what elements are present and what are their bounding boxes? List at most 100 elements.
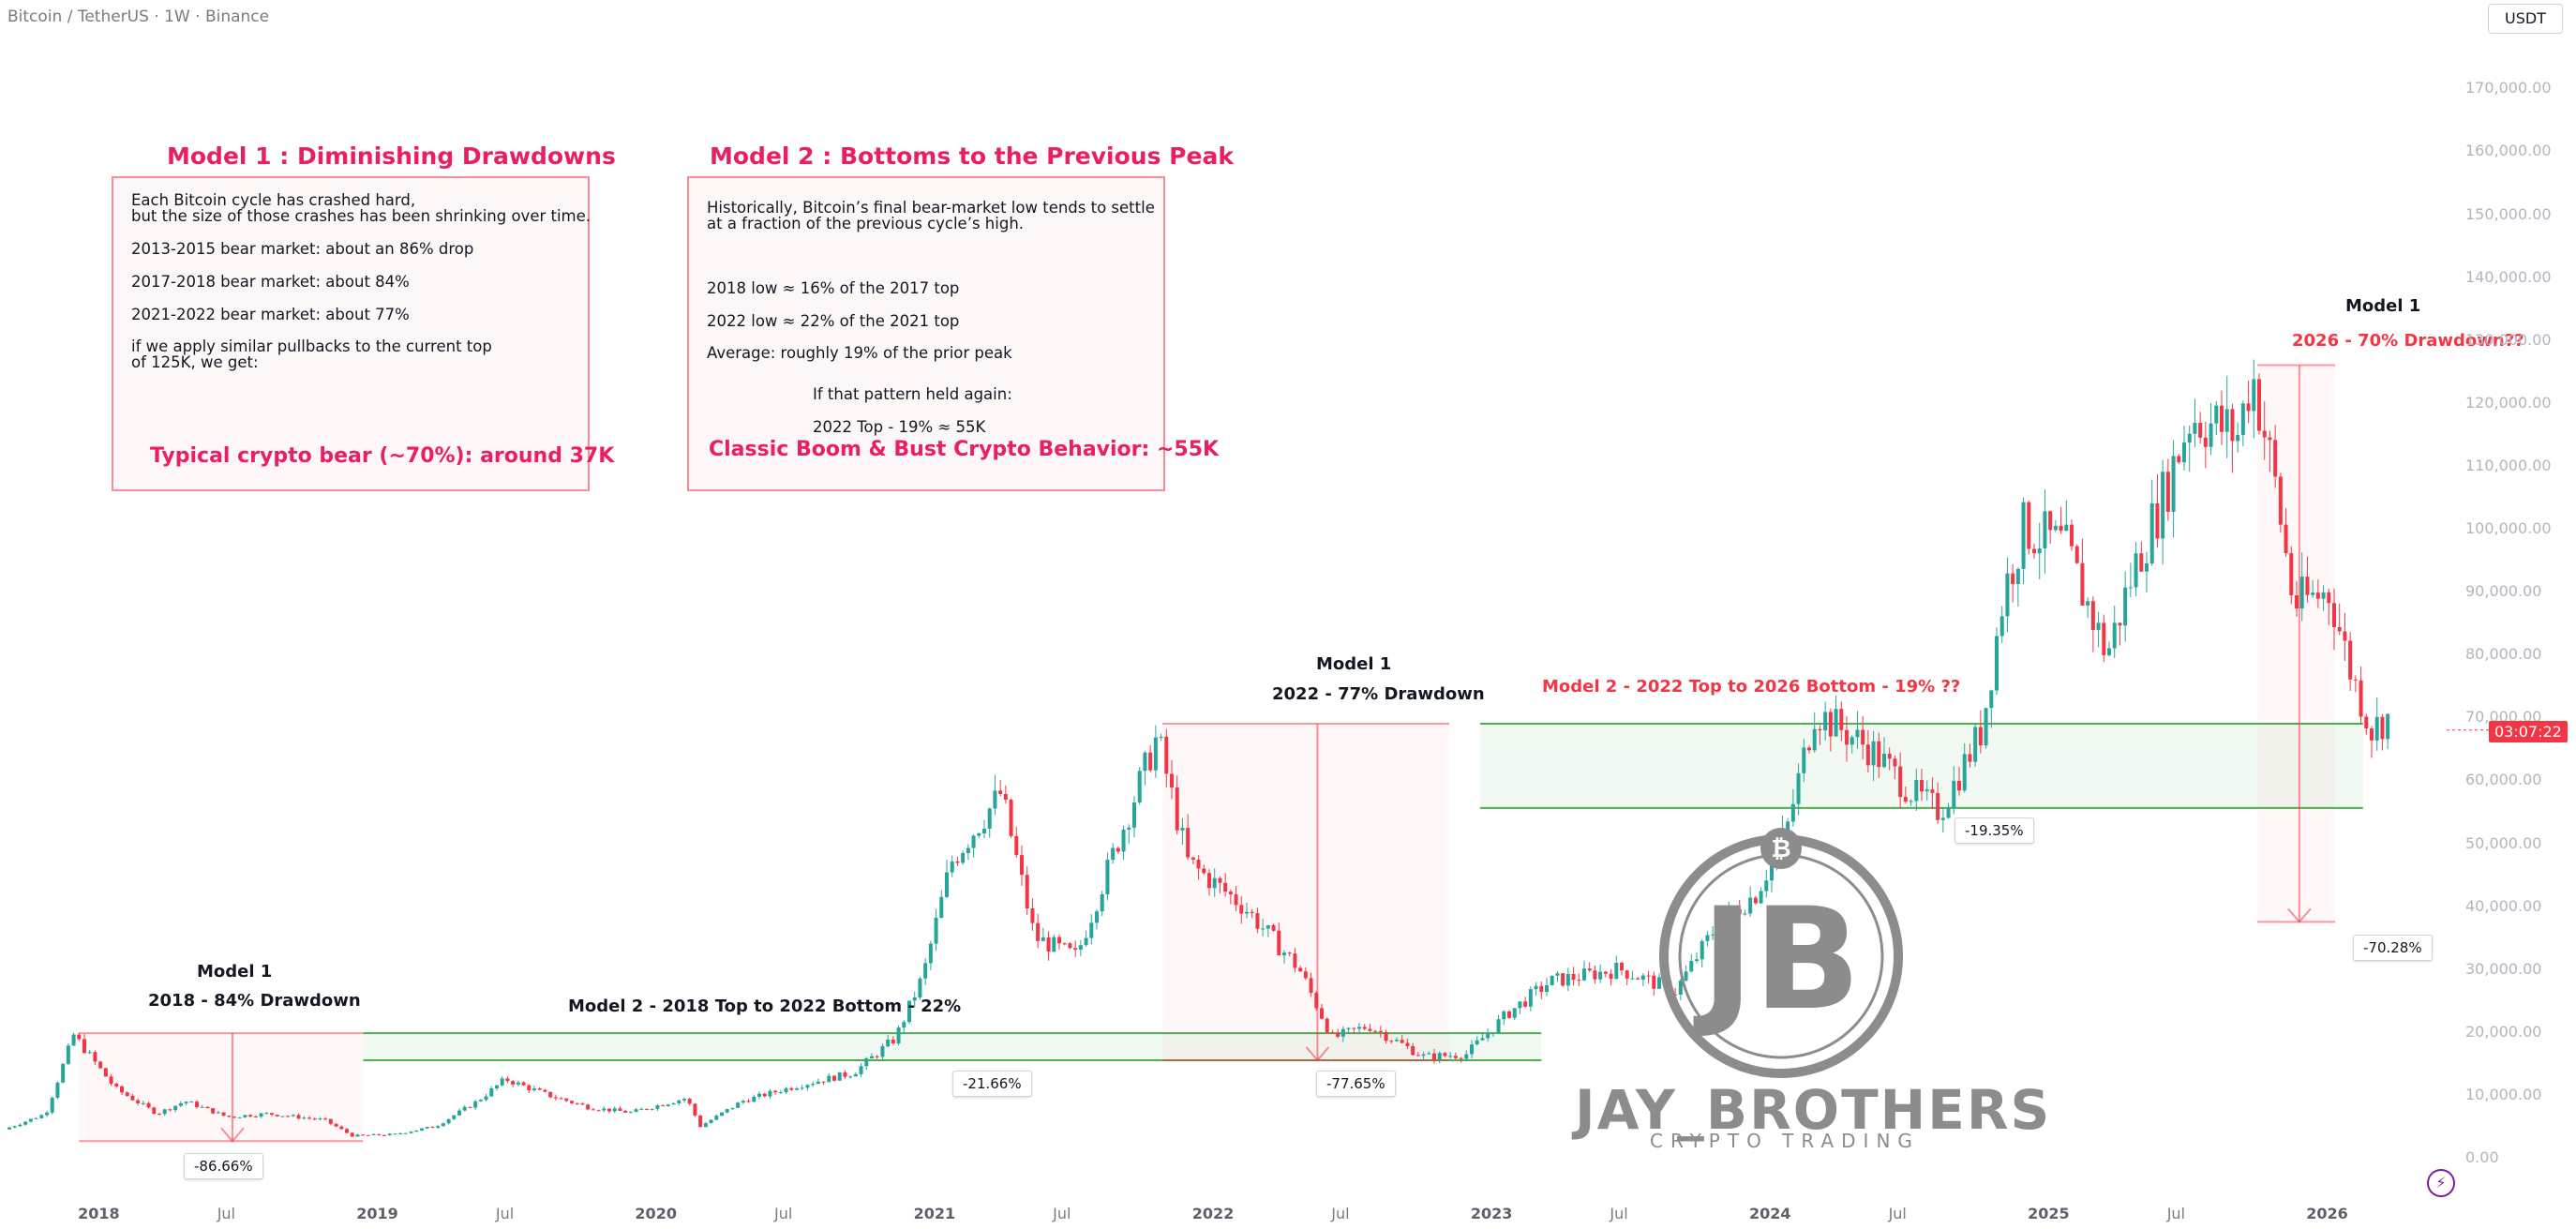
candle [291,1114,295,1117]
candle-body [2230,409,2235,442]
candle [1116,846,1120,855]
candle-body [2198,423,2203,438]
candle [661,1104,666,1107]
candle [795,1087,799,1091]
candle-body [1978,727,1983,746]
x-tick-label: Jul [2166,1205,2186,1222]
candle [1459,1057,1463,1063]
candle [1490,1032,1495,1037]
candle-body [1539,985,1544,993]
candle-body [296,1115,301,1119]
candle-body [880,1046,885,1057]
candle [645,1108,649,1111]
candle-body [1121,829,1126,852]
candle [1946,802,1951,819]
candle [1266,924,1270,937]
candle [361,1134,366,1136]
candle-body [837,1072,842,1081]
candle [1089,914,1094,945]
candle [1828,708,1833,752]
candle-body [71,1034,76,1046]
candle [714,1114,719,1120]
candle-body [1234,894,1238,906]
candle-body [1812,728,1817,751]
candle [1400,1034,1404,1044]
candle [1025,866,1029,915]
candle-body [1828,712,1833,737]
candle-body [2343,631,2347,641]
candle [596,1109,601,1112]
candle-body [2240,403,2245,435]
candle-body [2214,405,2219,424]
candle [1443,1052,1447,1057]
candle-body [1593,970,1597,980]
svg-text:₿: ₿ [1771,835,1790,863]
model1-line: 2021-2022 bear market: about 77% [131,306,410,323]
candle-body [1309,978,1313,994]
candle [1903,787,1908,804]
candle [1502,1010,1506,1026]
candle [837,1072,842,1081]
candle-body [2268,437,2272,441]
candle [1930,777,1935,810]
candle [870,1053,874,1059]
x-tick-label: 2026 [2306,1205,2348,1222]
candle [2343,612,2347,662]
candle [495,1085,499,1091]
candle [93,1050,97,1065]
currency-selector[interactable]: USDT [2488,4,2563,34]
candle-body [1952,780,1956,808]
candle-body [918,978,922,997]
candle [307,1116,311,1120]
candle [1068,941,1072,950]
candle-body [746,1101,751,1102]
lightning-icon[interactable]: ⚡ [2427,1169,2455,1197]
candle-body [221,1112,226,1117]
candle [1405,1038,1410,1050]
candle [28,1118,33,1123]
candle [2011,563,2015,603]
candle [1309,972,1313,997]
candle-body [1062,943,1067,945]
candle-body [1480,1038,1485,1041]
candle-body [82,1039,86,1054]
candle-body [2134,553,2138,588]
candle [270,1113,274,1117]
candle-body [2005,573,2010,617]
candle [1565,967,1570,992]
candle [666,1103,670,1107]
candle [2332,588,2336,651]
candle [2048,510,2053,544]
candle-body [2353,679,2358,681]
candle [103,1068,108,1077]
candle-body [1700,940,1704,960]
candle [623,1109,628,1113]
candle-body [227,1116,232,1117]
candle [178,1101,183,1108]
candle-body [612,1108,617,1112]
candle [639,1107,644,1110]
candle [2155,473,2160,548]
candle-body [2074,546,2079,563]
candle-body [1962,754,1967,791]
candle-body [1373,1030,1378,1032]
candle-body [237,1117,242,1118]
x-tick-label: 2022 [1191,1205,1235,1222]
candle-body [1850,737,1854,745]
candle-body [1759,891,1763,904]
candle-body [200,1106,204,1108]
candle [1871,730,1876,782]
candle-body [130,1096,135,1101]
candle [2118,622,2122,646]
candle-body [891,1040,895,1044]
candle-body [1555,973,1560,976]
candle [1914,769,1919,812]
candle [2246,381,2251,424]
candle-body [377,1133,382,1135]
m1-2018-sub: 2018 - 84% Drawdown [148,991,361,1011]
candle-body [1170,773,1174,788]
candle-body [2102,622,2106,655]
candle-body [1245,911,1249,914]
